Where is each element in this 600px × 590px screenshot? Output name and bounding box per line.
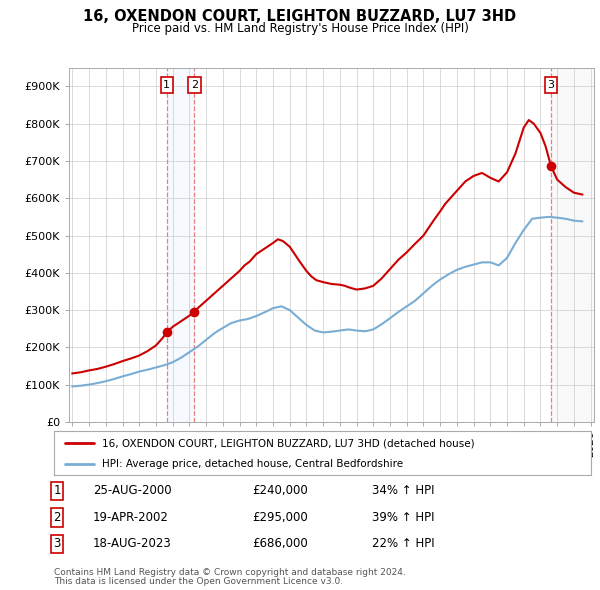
Text: 39% ↑ HPI: 39% ↑ HPI	[372, 511, 434, 524]
Bar	[167, 68, 194, 422]
Text: 18-AUG-2023: 18-AUG-2023	[93, 537, 172, 550]
Text: 16, OXENDON COURT, LEIGHTON BUZZARD, LU7 3HD (detached house): 16, OXENDON COURT, LEIGHTON BUZZARD, LU7…	[103, 438, 475, 448]
Text: 1: 1	[53, 484, 61, 497]
Text: £240,000: £240,000	[252, 484, 308, 497]
Text: 19-APR-2002: 19-APR-2002	[93, 511, 169, 524]
Text: 3: 3	[548, 80, 554, 90]
Bar	[551, 68, 599, 422]
Text: Contains HM Land Registry data © Crown copyright and database right 2024.: Contains HM Land Registry data © Crown c…	[54, 568, 406, 577]
Text: 3: 3	[53, 537, 61, 550]
Text: HPI: Average price, detached house, Central Bedfordshire: HPI: Average price, detached house, Cent…	[103, 459, 403, 469]
Text: £686,000: £686,000	[252, 537, 308, 550]
Text: Price paid vs. HM Land Registry's House Price Index (HPI): Price paid vs. HM Land Registry's House …	[131, 22, 469, 35]
Text: 25-AUG-2000: 25-AUG-2000	[93, 484, 172, 497]
Text: This data is licensed under the Open Government Licence v3.0.: This data is licensed under the Open Gov…	[54, 577, 343, 586]
Text: 2: 2	[191, 80, 198, 90]
Text: 1: 1	[163, 80, 170, 90]
Text: £295,000: £295,000	[252, 511, 308, 524]
Text: 22% ↑ HPI: 22% ↑ HPI	[372, 537, 434, 550]
Text: 34% ↑ HPI: 34% ↑ HPI	[372, 484, 434, 497]
Text: 16, OXENDON COURT, LEIGHTON BUZZARD, LU7 3HD: 16, OXENDON COURT, LEIGHTON BUZZARD, LU7…	[83, 9, 517, 24]
Text: 2: 2	[53, 511, 61, 524]
